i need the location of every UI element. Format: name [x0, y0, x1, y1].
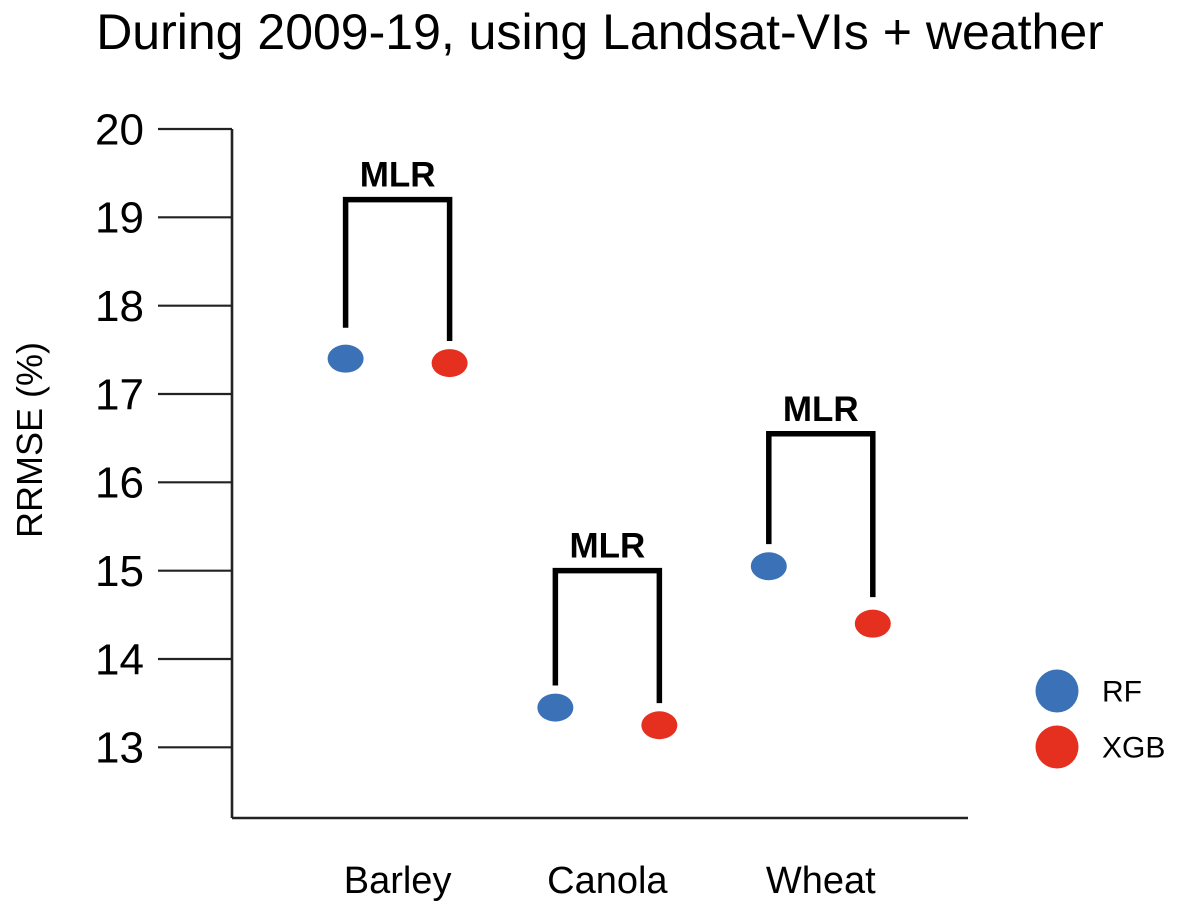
legend-marker-xgb — [1035, 725, 1079, 769]
y-tick-label: 19 — [95, 194, 144, 243]
x-category-label-wheat: Wheat — [766, 860, 876, 902]
y-tick-label: 13 — [95, 724, 144, 773]
data-point-xgb-canola — [641, 711, 678, 740]
data-point-xgb-barley — [431, 349, 468, 378]
x-category-label-barley: Barley — [344, 860, 452, 902]
x-category-label-canola: Canola — [547, 860, 668, 902]
mlr-label-barley: MLR — [360, 156, 436, 195]
y-tick-label: 17 — [95, 370, 144, 419]
data-point-rf-canola — [537, 693, 574, 722]
y-tick-label: 16 — [95, 459, 144, 508]
y-tick-label: 15 — [95, 547, 144, 596]
y-axis-label: RRMSE (%) — [9, 342, 50, 538]
legend-marker-rf — [1035, 669, 1079, 713]
legend-label-xgb: XGB — [1102, 732, 1165, 765]
y-tick-label: 18 — [95, 282, 144, 331]
mlr-bracket-canola — [552, 567, 663, 704]
mlr-label-wheat: MLR — [783, 390, 859, 429]
data-point-rf-barley — [327, 344, 364, 373]
legend-label-rf: RF — [1102, 676, 1142, 709]
y-tick-label: 20 — [95, 105, 144, 154]
y-tick-label: 14 — [95, 635, 144, 684]
data-point-xgb-wheat — [854, 609, 891, 638]
chart-title: During 2009-19, using Landsat-VIs + weat… — [96, 4, 1104, 60]
mlr-bracket-barley — [342, 196, 453, 341]
data-point-rf-wheat — [750, 552, 787, 581]
mlr-label-canola: MLR — [569, 527, 645, 566]
mlr-bracket-wheat — [766, 431, 876, 598]
